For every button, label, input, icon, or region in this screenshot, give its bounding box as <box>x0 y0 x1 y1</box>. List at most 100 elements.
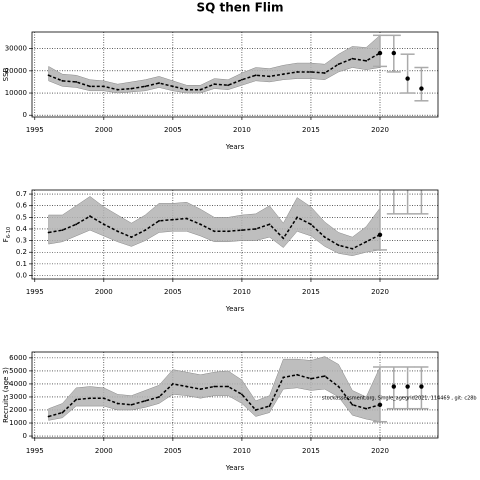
plot-area <box>32 32 438 117</box>
estimate-point <box>130 87 133 90</box>
estimate-point <box>61 229 64 232</box>
projection-point <box>419 180 423 184</box>
y-axis-label: F6-10 <box>2 227 12 242</box>
y-tick-label: 3000 <box>9 393 27 401</box>
x-tick-label: 1995 <box>26 447 44 455</box>
projection-point <box>405 384 410 389</box>
x-tick-label: 1995 <box>26 288 44 296</box>
y-tick-label: 6000 <box>9 354 27 362</box>
y-axis-label-main: SSB <box>2 67 10 81</box>
estimate-point <box>254 228 257 230</box>
plot-area <box>32 180 438 279</box>
estimate-point <box>89 397 91 400</box>
y-tick-label: 20000 <box>5 67 27 75</box>
y-tick-label: 0.1 <box>16 260 27 268</box>
confidence-band <box>48 356 381 423</box>
estimate-point <box>89 215 91 218</box>
y-axis-label-subscript: 6-10 <box>6 227 12 238</box>
estimate-point <box>185 217 188 220</box>
estimate-point <box>365 59 368 62</box>
y-axis-label-main: Recruits (age 3) <box>2 367 10 423</box>
estimate-point <box>171 383 174 385</box>
error-bar <box>400 53 415 94</box>
estimate-point <box>323 72 326 74</box>
estimate-point <box>268 75 271 78</box>
estimate-point <box>351 247 354 250</box>
estimate-point <box>282 376 285 379</box>
estimate-point <box>241 393 243 396</box>
estimate-point <box>171 218 174 221</box>
estimate-point <box>75 81 78 83</box>
projection-point <box>377 402 383 407</box>
estimate-point <box>199 388 202 391</box>
y-tick-label: 0.2 <box>16 248 27 256</box>
estimate-point <box>158 219 160 222</box>
estimate-point <box>130 236 133 239</box>
x-axis-label: Years <box>225 305 245 313</box>
y-axis-label: Recruits (age 3) <box>2 367 10 423</box>
estimate-point <box>268 405 271 407</box>
estimate-point <box>282 73 285 76</box>
projection-point <box>391 384 397 389</box>
plot-frame <box>31 189 439 280</box>
estimate-point <box>323 236 326 239</box>
x-tick-label: 2000 <box>95 447 113 455</box>
estimate-point <box>310 223 312 226</box>
y-tick-label: 0.3 <box>16 237 27 245</box>
projection-point <box>392 180 396 184</box>
estimate-point <box>351 57 354 60</box>
error-bar <box>400 190 415 215</box>
y-tick-label: 0 <box>23 111 27 119</box>
estimate-point <box>144 85 147 88</box>
estimate-point <box>241 78 243 81</box>
estimate-point <box>116 88 119 91</box>
estimate-point <box>61 411 64 414</box>
estimate-point <box>337 244 340 247</box>
projection-point <box>405 76 410 81</box>
x-tick-label: 2015 <box>302 288 320 296</box>
y-tick-label: 0 <box>23 432 27 440</box>
estimate-point <box>227 385 229 388</box>
estimate-point <box>116 230 119 233</box>
x-axis-label: Years <box>225 143 245 151</box>
plot-frame <box>31 351 439 439</box>
error-bar <box>373 34 387 68</box>
y-tick-label: 10000 <box>5 89 27 97</box>
estimate-point <box>158 396 160 398</box>
y-tick-label: 0.6 <box>16 202 28 210</box>
x-tick-label: 2005 <box>164 288 182 296</box>
estimate-point <box>365 240 368 243</box>
estimate-point <box>102 85 105 88</box>
x-tick-label: 2015 <box>302 126 320 134</box>
error-bar <box>373 366 387 423</box>
projection-point <box>377 50 383 56</box>
x-tick-label: 2005 <box>164 126 182 134</box>
x-axis-label: Years <box>225 464 245 472</box>
y-axis-label: SSB <box>2 67 10 81</box>
error-bar <box>414 190 429 215</box>
estimate-point <box>61 79 64 82</box>
estimate-point <box>310 377 312 380</box>
plot-area <box>32 352 438 438</box>
estimate-point <box>89 85 91 88</box>
x-tick-label: 2020 <box>371 288 389 296</box>
error-bar <box>386 190 401 215</box>
estimate-point <box>213 230 216 233</box>
estimate-point <box>47 74 50 77</box>
y-tick-label: 1000 <box>9 419 27 427</box>
estimate-point <box>323 375 326 378</box>
x-tick-label: 2005 <box>164 447 182 455</box>
x-tick-label: 2010 <box>233 447 251 455</box>
y-tick-label: 0.0 <box>16 272 27 280</box>
estimate-point <box>199 88 202 91</box>
x-tick-label: 2010 <box>233 288 251 296</box>
estimate-point <box>337 63 340 66</box>
y-axis-label-main: F <box>2 238 10 242</box>
estimate-point <box>296 216 299 219</box>
y-tick-label: 0.4 <box>16 225 28 233</box>
estimate-point <box>254 409 257 411</box>
estimate-point <box>282 237 285 240</box>
estimate-point <box>144 229 147 232</box>
estimate-point <box>158 82 160 84</box>
